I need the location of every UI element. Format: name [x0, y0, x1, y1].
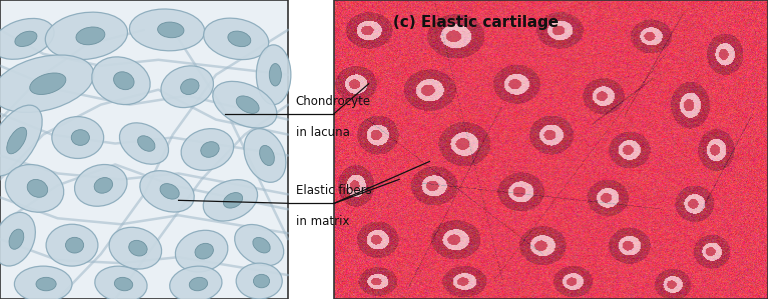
Ellipse shape — [235, 225, 283, 266]
Ellipse shape — [30, 73, 66, 94]
Ellipse shape — [228, 31, 251, 47]
Ellipse shape — [114, 72, 134, 90]
Ellipse shape — [237, 96, 259, 113]
Ellipse shape — [253, 237, 270, 253]
Ellipse shape — [15, 31, 37, 47]
Text: Chondrocyte: Chondrocyte — [296, 95, 371, 108]
Ellipse shape — [94, 266, 147, 299]
Text: in lacuna: in lacuna — [296, 126, 349, 138]
Ellipse shape — [0, 212, 35, 266]
Ellipse shape — [129, 240, 147, 256]
Text: in matrix: in matrix — [296, 215, 349, 228]
Ellipse shape — [257, 45, 291, 105]
Ellipse shape — [71, 130, 89, 145]
Ellipse shape — [223, 193, 243, 208]
Ellipse shape — [270, 64, 281, 86]
Ellipse shape — [161, 66, 214, 108]
Ellipse shape — [109, 227, 161, 269]
Ellipse shape — [52, 117, 104, 158]
Ellipse shape — [260, 145, 274, 166]
Ellipse shape — [204, 180, 257, 221]
Ellipse shape — [91, 57, 151, 105]
Text: Elastic fibers: Elastic fibers — [296, 184, 372, 197]
Ellipse shape — [204, 18, 269, 60]
Ellipse shape — [137, 136, 155, 151]
Ellipse shape — [0, 19, 55, 59]
Ellipse shape — [213, 81, 276, 128]
Ellipse shape — [9, 229, 24, 249]
Ellipse shape — [170, 266, 222, 299]
Ellipse shape — [27, 179, 48, 197]
Ellipse shape — [0, 105, 42, 176]
Text: (c) Elastic cartilage: (c) Elastic cartilage — [393, 15, 559, 30]
Ellipse shape — [200, 142, 219, 157]
Ellipse shape — [189, 277, 207, 291]
Ellipse shape — [175, 230, 228, 272]
Ellipse shape — [94, 178, 113, 193]
Ellipse shape — [181, 129, 233, 170]
Ellipse shape — [15, 266, 72, 299]
Ellipse shape — [253, 274, 270, 288]
Ellipse shape — [160, 184, 179, 199]
Ellipse shape — [65, 237, 84, 253]
Ellipse shape — [244, 129, 286, 182]
Ellipse shape — [195, 243, 214, 259]
Ellipse shape — [237, 263, 283, 299]
Ellipse shape — [45, 12, 127, 60]
Ellipse shape — [0, 55, 94, 112]
Ellipse shape — [157, 22, 184, 38]
Ellipse shape — [180, 79, 199, 94]
Ellipse shape — [140, 171, 194, 212]
Ellipse shape — [7, 127, 27, 154]
Ellipse shape — [120, 123, 168, 164]
Ellipse shape — [76, 27, 105, 45]
Ellipse shape — [5, 164, 64, 212]
Ellipse shape — [36, 277, 56, 291]
Ellipse shape — [114, 277, 133, 291]
Ellipse shape — [46, 224, 98, 266]
Ellipse shape — [130, 9, 204, 51]
FancyBboxPatch shape — [0, 0, 288, 299]
Ellipse shape — [74, 164, 127, 206]
